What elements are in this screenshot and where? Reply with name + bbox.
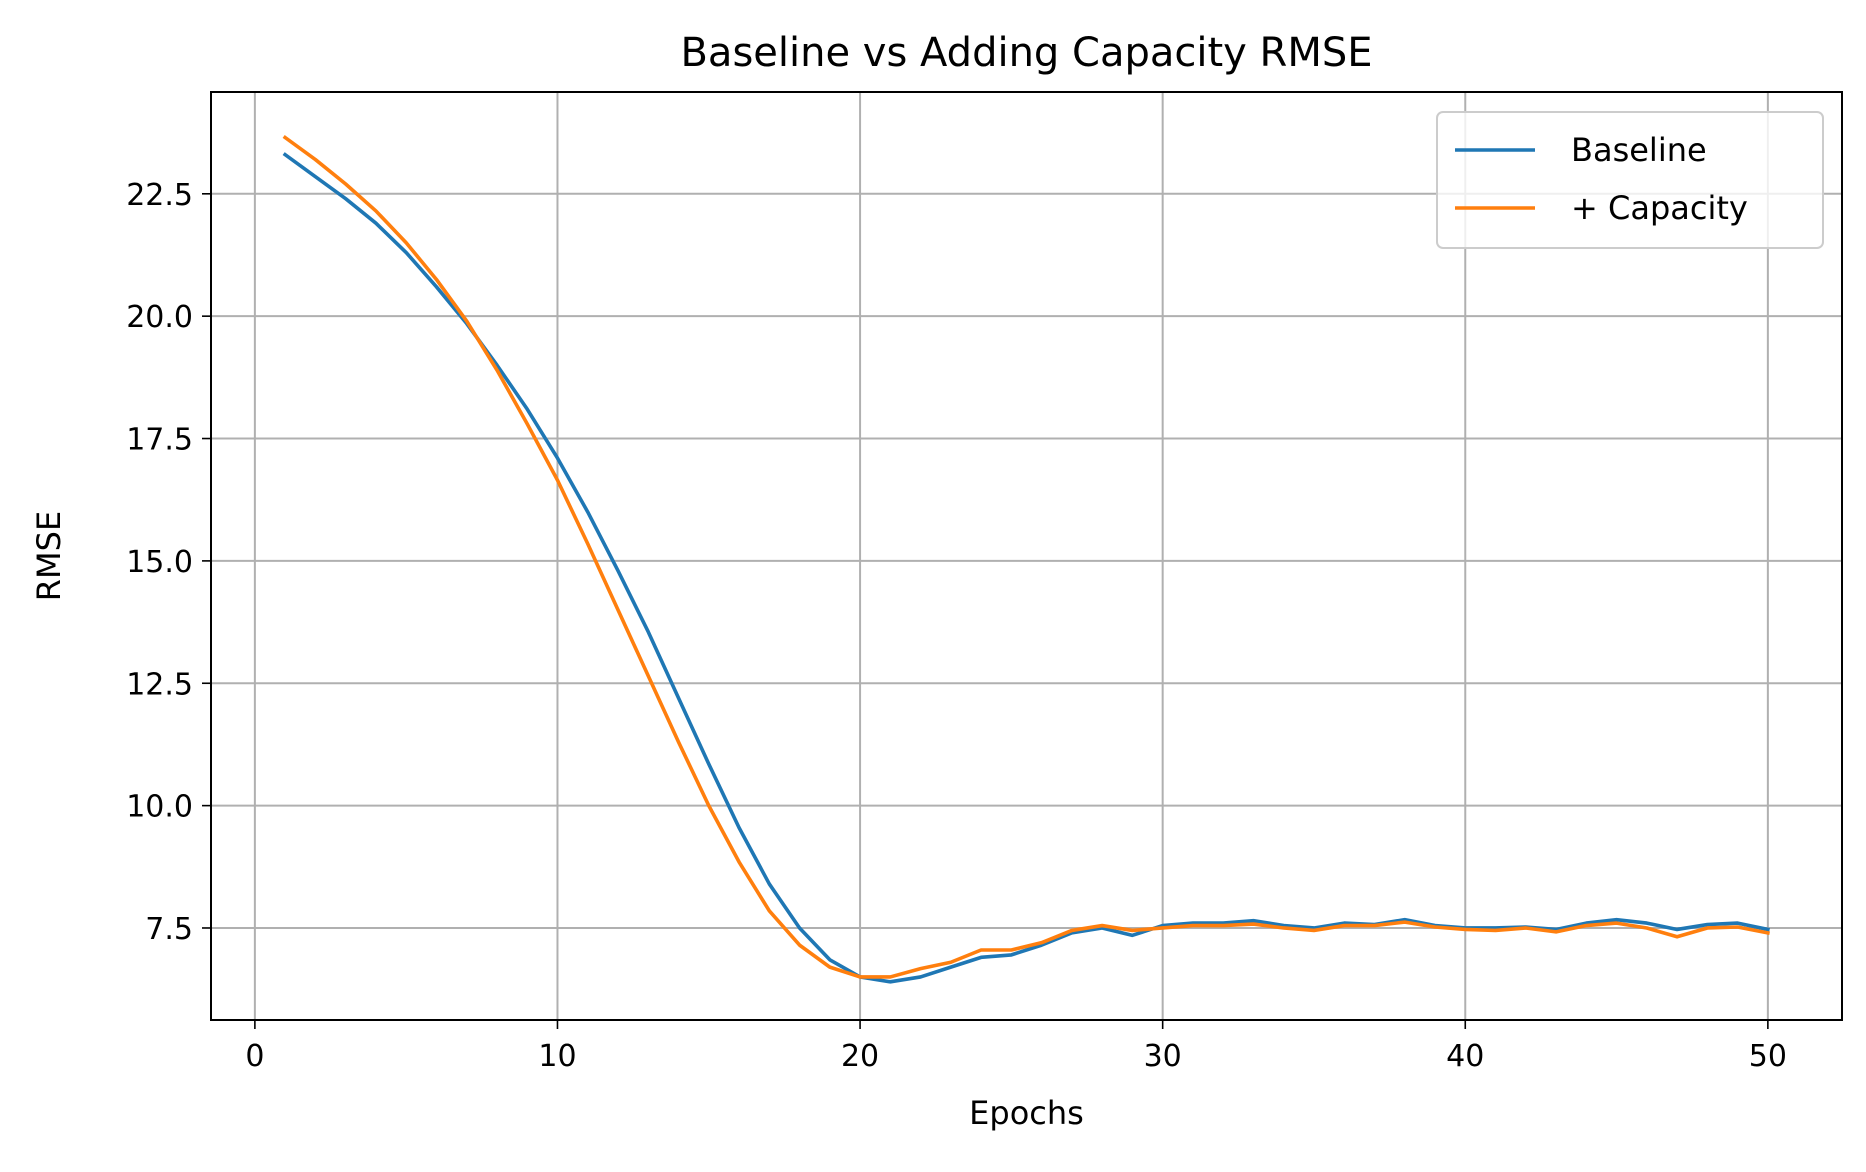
legend-box [1436, 111, 1824, 249]
y-tick-label: 15.0 [126, 545, 193, 580]
x-axis-label: Epochs [969, 1094, 1084, 1132]
x-tick-label: 30 [1144, 1039, 1182, 1074]
y-tick-label: 17.5 [126, 423, 193, 458]
legend-entry-label: + Capacity [1571, 189, 1748, 227]
y-tick-label: 20.0 [126, 300, 193, 335]
plot-frame [210, 91, 1843, 1021]
series-line-capacity [282, 135, 1770, 979]
y-tick-label: 7.5 [145, 912, 193, 947]
x-tick-label: 50 [1749, 1039, 1787, 1074]
y-tick-label: 12.5 [126, 667, 193, 702]
x-tick-label: 0 [245, 1039, 264, 1074]
legend-entry-label: Baseline [1571, 131, 1707, 169]
x-tick-label: 40 [1446, 1039, 1484, 1074]
series-line-baseline [282, 152, 1770, 984]
series-group [282, 135, 1770, 984]
axis-ticks: 0 10 20 30 40 50 7.5 10.0 12.5 15.0 17.5 20.0 22.5 [126, 178, 1787, 1074]
y-axis-label: RMSE [30, 511, 68, 601]
legend: Baseline + Capacity [1436, 111, 1824, 249]
x-tick-label: 10 [538, 1039, 576, 1074]
y-tick-label: 22.5 [126, 178, 193, 213]
y-tick-label: 10.0 [126, 790, 193, 825]
chart-title: Baseline vs Adding Capacity RMSE [680, 30, 1372, 76]
x-tick-label: 20 [841, 1039, 879, 1074]
